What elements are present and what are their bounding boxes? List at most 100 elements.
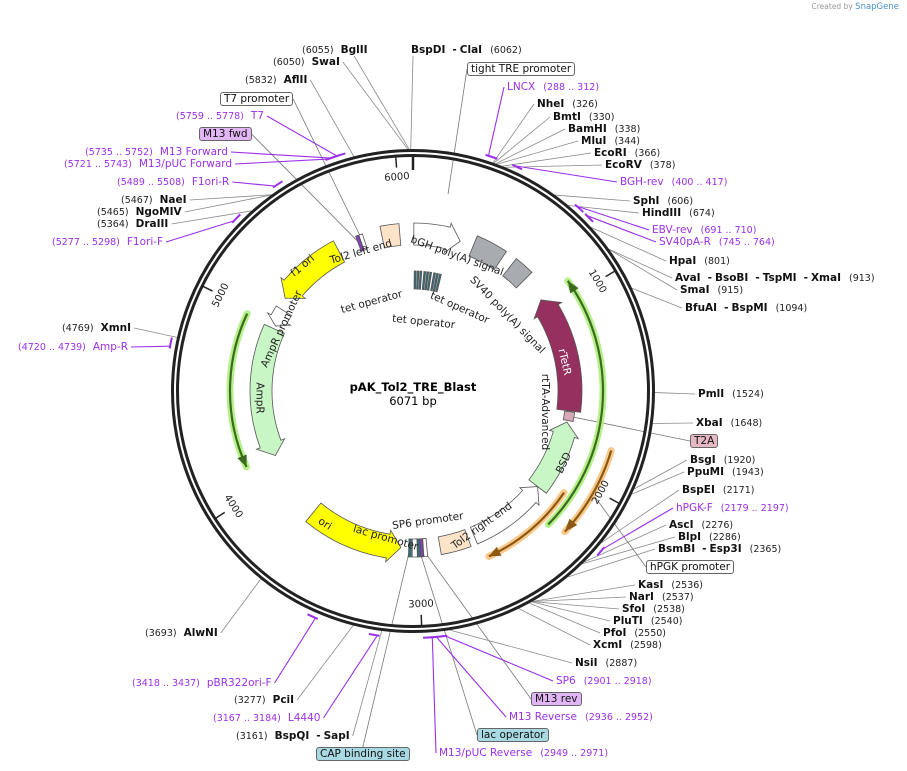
primer-ebv-rev[interactable]: EBV-rev 691 .. 710 — [652, 224, 756, 236]
enzyme-site-ecorv[interactable]: EcoRV 378 — [605, 159, 675, 171]
enzyme-site-bsgi[interactable]: BsgI 1920 — [690, 454, 755, 466]
enzyme-site-bspdi[interactable]: BspDI-ClaI 6062 — [411, 44, 522, 56]
primer-hpgk-f[interactable]: hPGK-F 2179 .. 2197 — [676, 502, 789, 514]
leader-line — [418, 547, 478, 736]
tight-tre-promoter-box-label[interactable]: tight TRE promoter — [467, 62, 576, 76]
sp6-promoter-feature[interactable] — [422, 537, 429, 558]
enzyme-site-xmni[interactable]: 4769 XmnI — [62, 322, 131, 334]
enzyme-site-hpai[interactable]: HpaI 801 — [669, 255, 730, 267]
primer-m13-puc-forward[interactable]: 5721 .. 5743 M13/pUC Forward — [64, 158, 232, 170]
m13-rev-box-label[interactable]: M13 rev — [531, 692, 582, 706]
tol2-right-end-feature[interactable] — [469, 486, 540, 545]
leader-line — [529, 602, 601, 634]
ori-feature[interactable] — [305, 502, 402, 563]
primer-t7[interactable]: 5759 .. 5778 T7 — [176, 110, 264, 122]
ampr-feature[interactable] — [249, 323, 286, 456]
enzyme-site-bamhi[interactable]: BamHI 338 — [568, 123, 640, 135]
enzyme-site-nhei[interactable]: NheI 326 — [537, 98, 598, 110]
enzyme-site-xcmi[interactable]: XcmI 2598 — [593, 639, 662, 651]
primer-lncx[interactable]: LNCX 288 .. 312 — [507, 81, 599, 93]
hpgk-promoter-arrow[interactable] — [561, 447, 615, 536]
enzyme-site-avai[interactable]: AvaI-BsoBI-TspMI-XmaI913 — [675, 272, 875, 284]
m13-fwd-feature[interactable] — [355, 234, 365, 252]
cap-binding-site-box-label[interactable]: CAP binding site — [316, 747, 410, 761]
sv40-poly-a-signal-feature[interactable] — [468, 235, 508, 271]
leader-line — [133, 327, 178, 338]
tet-operator-bar[interactable] — [424, 271, 430, 291]
primer-f1ori-r[interactable]: 5489 .. 5508 F1ori-R — [117, 176, 229, 188]
primer-bgh-rev[interactable]: BGH-rev 400 .. 417 — [620, 176, 727, 188]
enzyme-site-kasi[interactable]: KasI 2536 — [638, 579, 703, 591]
primer-amp-r[interactable]: 4720 .. 4739 Amp-R — [18, 341, 128, 353]
primer-m13-puc-reverse[interactable]: M13/pUC Reverse 2949 .. 2971 — [439, 747, 608, 759]
ampr-orf-arrow[interactable] — [226, 310, 251, 471]
enzyme-site-bfuai[interactable]: BfuAI-BspMI 1094 — [685, 302, 807, 314]
primer-f1ori-f[interactable]: 5277 .. 5298 F1ori-F — [52, 236, 163, 248]
hpgk-promoter-arrow[interactable] — [485, 489, 568, 560]
enzyme-site-bspqi[interactable]: 3161 BspQI-SapI — [236, 730, 350, 742]
sv40-poly-a-signal-feature[interactable] — [502, 257, 533, 289]
primer-name: F1ori-R — [191, 176, 230, 188]
enzyme-site-sphi[interactable]: SphI 606 — [633, 195, 693, 207]
enzyme-site-aflii[interactable]: 5832 AflII — [245, 74, 307, 86]
enzyme-site-hindiii[interactable]: HindIII 674 — [642, 207, 715, 219]
primer-m13-forward[interactable]: 5735 .. 5752 M13 Forward — [85, 146, 228, 158]
enzyme-site-draiii[interactable]: 5364 DraIII — [97, 218, 168, 230]
tet-operator-bar[interactable] — [432, 272, 439, 292]
enzyme-site-blpi[interactable]: BlpI 2286 — [678, 531, 741, 543]
tet-operator-bar[interactable] — [416, 270, 420, 290]
enzyme-site-alwni[interactable]: 3693 AlwNI — [145, 627, 218, 639]
ampr-promoter-feature[interactable] — [266, 305, 293, 327]
enzyme-site-nsii[interactable]: NsiI 2887 — [575, 657, 637, 669]
enzyme-site-swai[interactable]: 6050 SwaI — [273, 56, 340, 68]
lac-promoter-feature[interactable] — [411, 538, 418, 558]
enzyme-site-pcii[interactable]: 3277 PciI — [234, 694, 294, 706]
enzyme-site-bglii[interactable]: 6055 BglII — [302, 44, 368, 56]
tol2-left-end-feature[interactable] — [379, 223, 402, 249]
cap-binding-site-feature[interactable] — [408, 538, 412, 558]
enzyme-site-ecori[interactable]: EcoRI 366 — [594, 147, 660, 159]
enzyme-site-nari[interactable]: NarI 2537 — [629, 591, 694, 603]
rtetr-feature[interactable] — [533, 299, 583, 413]
enzyme-site-naei[interactable]: 5467 NaeI — [121, 194, 187, 206]
hpgk-promoter-box-label[interactable]: hPGK promoter — [646, 560, 735, 574]
t2a-feature[interactable] — [562, 410, 576, 423]
tol2-right-end-feature[interactable] — [437, 529, 472, 556]
tet-operator-bar[interactable] — [426, 271, 433, 291]
cut-position: 6062 — [490, 45, 522, 56]
m13-fwd-box-label[interactable]: M13 fwd — [199, 127, 252, 141]
enzyme-name: AflII — [283, 74, 308, 86]
enzyme-site-bspei[interactable]: BspEI 2171 — [682, 484, 754, 496]
enzyme-site-ngomiv[interactable]: 5465 NgoMIV — [97, 206, 182, 218]
tet-operator-bar[interactable] — [418, 270, 423, 290]
enzyme-site-ppumi[interactable]: PpuMI 1943 — [687, 466, 764, 478]
enzyme-site-bmti[interactable]: BmtI 330 — [553, 111, 614, 123]
snapgene-credit[interactable]: Created by SnapGene — [812, 2, 899, 12]
bgh-poly-a-signal-feature[interactable] — [413, 222, 461, 254]
primer-pbr322ori-f[interactable]: 3418 .. 3437 pBR322ori-F — [132, 677, 272, 689]
m13-rev-feature[interactable] — [419, 538, 424, 558]
primer-m13-reverse[interactable]: M13 Reverse 2936 .. 2952 — [509, 711, 653, 723]
primer-sp6[interactable]: SP6 2901 .. 2918 — [556, 675, 652, 687]
rtta-advanced-orf-arrow[interactable] — [544, 277, 607, 528]
primer-sv40pa-r[interactable]: SV40pA-R 745 .. 764 — [659, 236, 775, 248]
enzyme-site-sfoi[interactable]: SfoI 2538 — [622, 603, 685, 615]
enzyme-site-pfoi[interactable]: PfoI 2550 — [603, 627, 666, 639]
enzyme-site-asci[interactable]: AscI 2276 — [669, 519, 733, 531]
primer-l4440[interactable]: 3167 .. 3184 L4440 — [213, 712, 320, 724]
tet-operator-bar[interactable] — [413, 270, 417, 290]
enzyme-site-pmli[interactable]: PmlI 1524 — [698, 388, 764, 400]
t7-promoter-feature[interactable] — [358, 233, 368, 251]
tet-operator-bar[interactable] — [435, 273, 442, 293]
f1-ori-feature[interactable] — [280, 240, 346, 299]
enzyme-site-bsmbi[interactable]: BsmBI-Esp3I 2365 — [658, 543, 781, 555]
tet-operator-bar[interactable] — [421, 271, 427, 291]
enzyme-site-mlui[interactable]: MluI 344 — [581, 135, 640, 147]
t7-promoter-box-label[interactable]: T7 promoter — [220, 92, 294, 106]
lac-operator-box-label[interactable]: lac operator — [477, 728, 549, 742]
enzyme-site-smai[interactable]: SmaI 915 — [680, 284, 743, 296]
enzyme-site-xbai[interactable]: XbaI 1648 — [696, 417, 762, 429]
tet-operator-bar[interactable] — [430, 272, 436, 292]
enzyme-site-pluti[interactable]: PluTI 2540 — [613, 615, 682, 627]
t2a-box-label[interactable]: T2A — [690, 434, 719, 448]
